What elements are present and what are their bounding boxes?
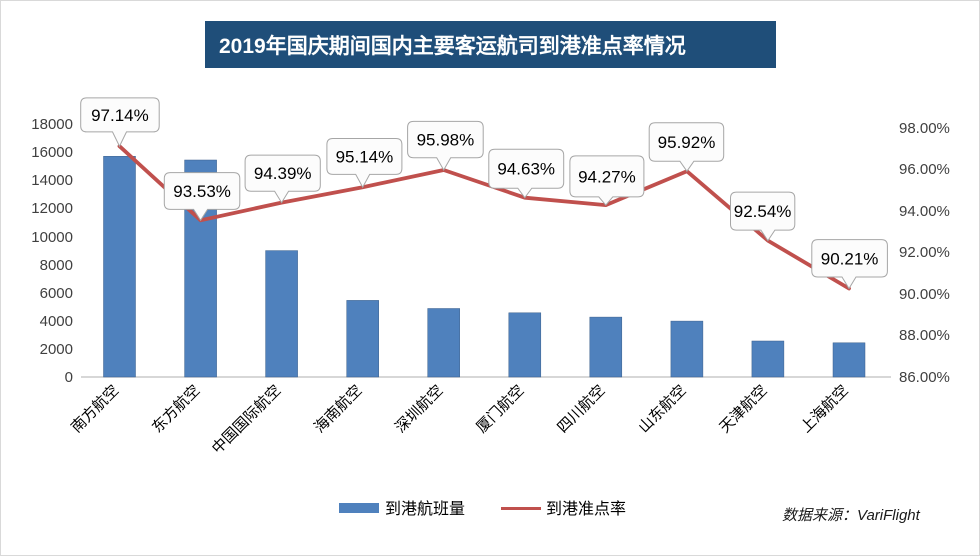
svg-text:4000: 4000 bbox=[40, 313, 73, 330]
svg-text:天津航空: 天津航空 bbox=[716, 382, 770, 436]
svg-text:94.27%: 94.27% bbox=[578, 167, 636, 186]
svg-text:95.14%: 95.14% bbox=[336, 147, 394, 166]
svg-text:98.00%: 98.00% bbox=[899, 120, 950, 137]
svg-text:12000: 12000 bbox=[31, 200, 73, 217]
svg-text:94.39%: 94.39% bbox=[254, 164, 312, 183]
svg-text:93.53%: 93.53% bbox=[173, 182, 231, 201]
svg-text:四川航空: 四川航空 bbox=[554, 382, 608, 436]
svg-text:14000: 14000 bbox=[31, 172, 73, 189]
svg-text:南方航空: 南方航空 bbox=[68, 382, 122, 436]
svg-text:8000: 8000 bbox=[40, 257, 73, 274]
svg-text:深圳航空: 深圳航空 bbox=[392, 382, 446, 436]
svg-text:92.54%: 92.54% bbox=[734, 202, 792, 221]
svg-text:海南航空: 海南航空 bbox=[311, 382, 365, 436]
svg-text:92.00%: 92.00% bbox=[899, 244, 950, 261]
svg-text:86.00%: 86.00% bbox=[899, 369, 950, 386]
svg-text:96.00%: 96.00% bbox=[899, 161, 950, 178]
svg-text:16000: 16000 bbox=[31, 144, 73, 161]
svg-text:90.21%: 90.21% bbox=[821, 249, 879, 268]
svg-text:中国国际航空: 中国国际航空 bbox=[209, 382, 285, 458]
svg-text:94.00%: 94.00% bbox=[899, 203, 950, 220]
svg-text:6000: 6000 bbox=[40, 285, 73, 302]
svg-text:厦门航空: 厦门航空 bbox=[473, 382, 527, 436]
svg-text:18000: 18000 bbox=[31, 116, 73, 133]
svg-text:2000: 2000 bbox=[40, 341, 73, 358]
svg-text:10000: 10000 bbox=[31, 229, 73, 246]
svg-text:97.14%: 97.14% bbox=[91, 106, 149, 125]
svg-text:95.98%: 95.98% bbox=[417, 131, 475, 150]
svg-text:山东航空: 山东航空 bbox=[635, 382, 689, 436]
svg-text:上海航空: 上海航空 bbox=[797, 382, 851, 436]
svg-text:95.92%: 95.92% bbox=[658, 133, 716, 152]
svg-text:90.00%: 90.00% bbox=[899, 286, 950, 303]
svg-text:东方航空: 东方航空 bbox=[149, 382, 203, 436]
svg-text:88.00%: 88.00% bbox=[899, 327, 950, 344]
svg-text:0: 0 bbox=[65, 369, 73, 386]
svg-text:94.63%: 94.63% bbox=[497, 160, 555, 179]
